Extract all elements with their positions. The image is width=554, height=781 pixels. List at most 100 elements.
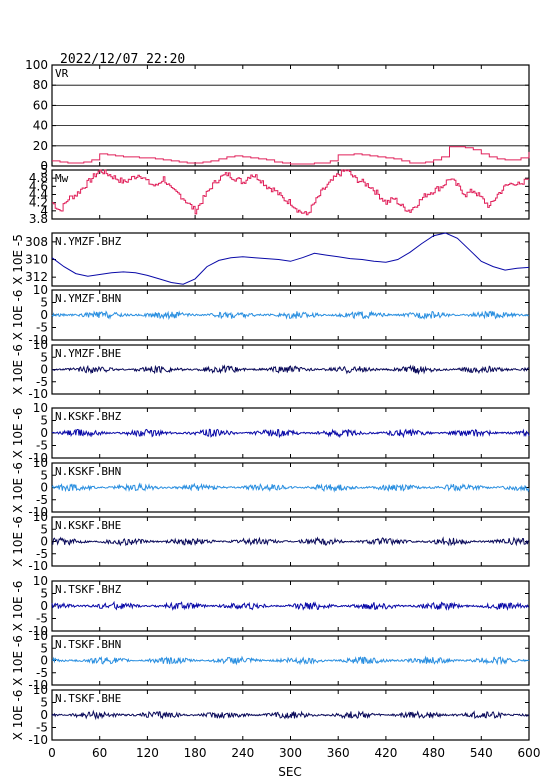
y-tick-label: 10 [33, 456, 48, 470]
x-tick-label: 300 [279, 746, 302, 760]
y-axis-unit-label: X 10E -6 [11, 516, 25, 567]
x-tick-label: 480 [422, 746, 445, 760]
x-tick-label: 180 [184, 746, 207, 760]
y-tick-label: 0 [40, 363, 48, 377]
y-axis-unit-label: X 10E -6 [11, 344, 25, 395]
y-tick-label: 5 [40, 696, 48, 710]
panel-label: N.KSKF.BHN [55, 465, 121, 478]
panel-label: Mw [55, 172, 69, 185]
panel-n-ymzf-bhz: 308 310 312 N.YMZF.BHZ X 10E -5 [11, 232, 530, 287]
y-tick-label: 0 [40, 308, 48, 322]
y-tick-label: 0 [40, 654, 48, 668]
panels-group: 020406080100VR3.844.24.44.64.85Mw3083103… [11, 58, 530, 747]
y-tick-label: -5 [36, 493, 48, 507]
x-tick-label: 420 [374, 746, 397, 760]
y-axis-unit-label: X 10E -6 [11, 290, 25, 341]
y-tick-label: 10 [33, 338, 48, 352]
y-tick-label: -5 [36, 612, 48, 626]
panel-mw: 3.844.24.44.64.85 Mw [29, 163, 530, 226]
series-line [52, 169, 529, 216]
x-tick-label: 0 [48, 746, 56, 760]
y-axis-unit-label: X 10E -5 [11, 234, 25, 285]
y-tick-label: 0 [40, 159, 48, 173]
y-tick-label: -5 [36, 666, 48, 680]
y-tick-label: 4.8 [29, 171, 48, 185]
y-tick-label: 5 [40, 587, 48, 601]
y-tick-label: 5 [40, 296, 48, 310]
y-tick-label: 310 [25, 253, 48, 267]
panel-label: N.TSKF.BHN [55, 638, 121, 651]
y-tick-label: -10 [28, 624, 48, 638]
panel-frame [51, 64, 530, 167]
y-axis-unit-label: X 10E -6 [11, 635, 25, 686]
y-tick-label: 100 [25, 58, 48, 72]
series-line [51, 536, 530, 547]
y-axis-unit-label: X 10E -6 [11, 408, 25, 459]
x-tick-label: 600 [518, 746, 541, 760]
y-tick-label: -10 [28, 387, 48, 401]
y-tick-label: -10 [28, 733, 48, 747]
y-tick-label: 10 [33, 401, 48, 415]
y-axis-unit-label: X 10E -6 [11, 581, 25, 632]
panel-label: N.YMZF.BHN [55, 292, 121, 305]
y-tick-label: 5 [40, 522, 48, 536]
x-axis-label: SEC [278, 765, 302, 779]
y-tick-label: 60 [33, 98, 48, 112]
series-line [51, 364, 530, 375]
series-line [52, 146, 530, 165]
x-tick-label: 60 [92, 746, 107, 760]
y-tick-label: 5 [40, 350, 48, 364]
series-line [51, 310, 530, 321]
y-tick-label: 80 [33, 78, 48, 92]
y-tick-label: -10 [28, 333, 48, 347]
x-tick-label: 240 [231, 746, 254, 760]
y-tick-label: 5 [40, 163, 48, 177]
x-tick-label: 540 [470, 746, 493, 760]
panel-label: N.YMZF.BHE [55, 347, 121, 360]
panel-label: N.KSKF.BHZ [55, 410, 122, 423]
series-line [51, 600, 530, 611]
panel-label: N.TSKF.BHE [55, 692, 121, 705]
y-tick-label: 5 [40, 641, 48, 655]
series-line [51, 709, 530, 721]
panel-label: VR [55, 67, 69, 80]
y-tick-label: 40 [33, 119, 48, 133]
y-tick-label: -10 [28, 505, 48, 519]
y-tick-label: -5 [36, 375, 48, 389]
y-tick-label: -10 [28, 451, 48, 465]
panel-vr: 0 20 40 60 80 100 VR [25, 58, 530, 173]
x-tick-label: 120 [136, 746, 159, 760]
y-tick-label: 4.6 [29, 179, 48, 193]
series-line [51, 482, 530, 493]
y-tick-label: -5 [36, 439, 48, 453]
y-tick-label: 10 [33, 574, 48, 588]
y-tick-label: 10 [33, 629, 48, 643]
y-tick-label: 5 [40, 414, 48, 428]
y-tick-label: 5 [40, 468, 48, 482]
panel-label: N.TSKF.BHZ [55, 583, 122, 596]
y-axis-unit-label: X 10E -6 [11, 462, 25, 513]
x-axis: 0 60 120 180 240 300 360 420 480 540 600 [48, 746, 540, 760]
y-tick-label: 0 [40, 535, 48, 549]
x-tick-label: 360 [327, 746, 350, 760]
panel-frame [51, 232, 530, 287]
y-tick-label: 0 [40, 481, 48, 495]
header-datetime: 2022/12/07 22:20 [60, 52, 185, 67]
y-tick-label: 308 [25, 235, 48, 249]
y-tick-label: -5 [36, 547, 48, 561]
y-tick-label: 10 [33, 510, 48, 524]
y-tick-label: 0 [40, 599, 48, 613]
y-tick-label: 3.8 [29, 212, 48, 226]
y-tick-label: 312 [25, 270, 48, 284]
y-tick-label: 10 [33, 683, 48, 697]
y-tick-label: -5 [36, 721, 48, 735]
series-line [51, 232, 530, 285]
